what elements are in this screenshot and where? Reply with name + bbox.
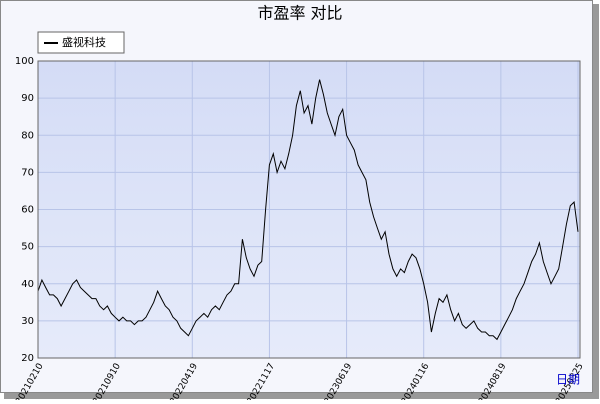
y-tick-label: 80 <box>21 130 34 141</box>
shadow <box>593 4 599 398</box>
y-tick-label: 70 <box>21 167 34 178</box>
y-tick-label: 20 <box>21 353 34 364</box>
plot-border <box>37 60 581 359</box>
y-tick-label: 40 <box>21 279 34 290</box>
y-tick-label: 50 <box>21 242 34 253</box>
legend <box>37 31 125 54</box>
chart-title: 市盈率 对比 <box>257 4 342 23</box>
y-tick-label: 30 <box>21 316 34 327</box>
series-line <box>37 79 579 341</box>
y-tick-label: 90 <box>21 93 34 104</box>
shadow <box>4 393 599 399</box>
legend-label: 盛视科技 <box>62 35 106 49</box>
y-tick-label: 60 <box>21 205 34 216</box>
x-axis-label: 日期 <box>556 373 580 387</box>
y-tick-label: 100 <box>15 56 34 67</box>
